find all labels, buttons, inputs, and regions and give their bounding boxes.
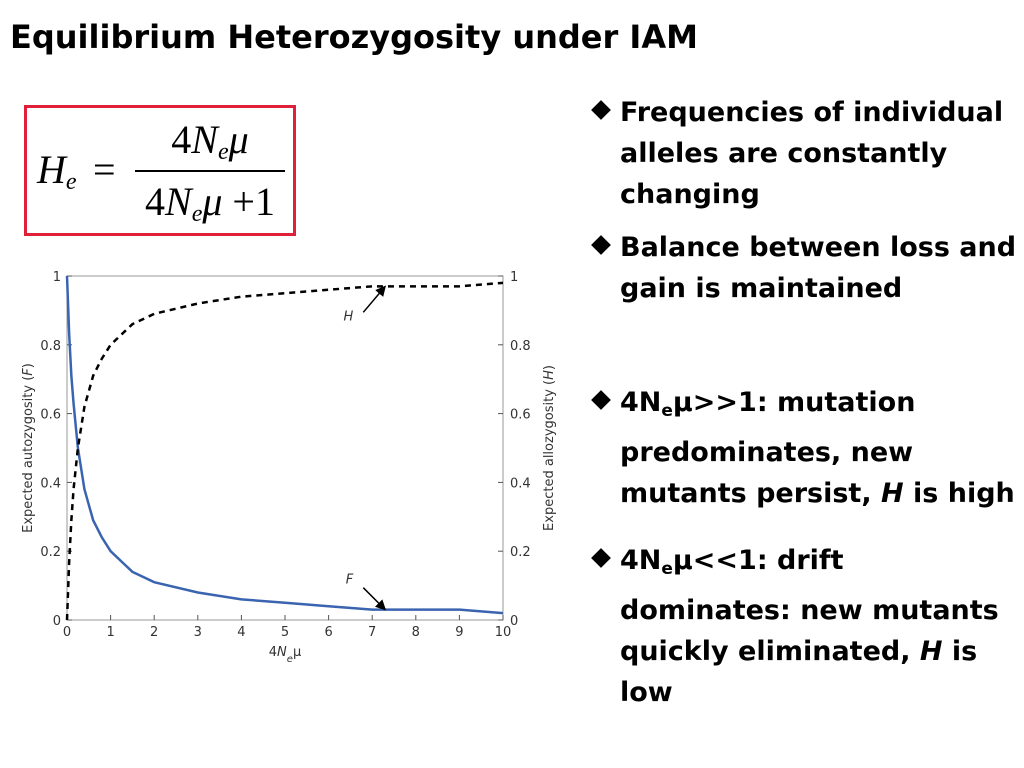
- formula-term: N: [191, 117, 218, 162]
- bullet-text: is high: [903, 478, 1015, 509]
- formula-fraction: 4Neμ 4Neμ +1: [135, 116, 285, 228]
- y-tick-label: 0.2: [40, 545, 61, 560]
- y-tick-label: 0: [53, 614, 61, 629]
- x-tick-label: 7: [368, 625, 376, 640]
- bullet: 4Neμ<<1: drift dominates: new mutants qu…: [588, 540, 1018, 713]
- slide-title: Equilibrium Heterozygosity under IAM: [10, 18, 698, 56]
- x-tick-label: 10: [495, 625, 512, 640]
- x-tick-label: 4: [237, 625, 245, 640]
- label-part: F: [21, 368, 36, 376]
- plot-frame: [66, 275, 504, 621]
- bullet: 4Neμ>>1: mutation predominates, new muta…: [588, 382, 1018, 514]
- formula-numerator: 4Neμ: [135, 116, 285, 166]
- y2-tick-label: 0.4: [510, 476, 531, 491]
- y-tick-label: 0.6: [40, 408, 61, 423]
- bullet-text: e: [661, 559, 673, 579]
- bullet-text: 4N: [620, 387, 662, 418]
- annotation-arrow: [362, 285, 386, 313]
- formula-equals: =: [93, 147, 116, 192]
- formula-term: +1: [222, 179, 275, 224]
- x-tick-label: 1: [106, 625, 114, 640]
- x-tick-label: 9: [455, 625, 463, 640]
- label-part: 4: [269, 645, 277, 660]
- formula: He = 4Neμ 4Neμ +1: [24, 105, 296, 236]
- bullet: Frequencies of individual alleles are co…: [588, 92, 1018, 215]
- bullet-text: is low: [620, 636, 978, 708]
- x-axis-label: 4Neμ: [269, 645, 301, 665]
- label-part: ): [21, 363, 36, 368]
- label-part: e: [287, 654, 293, 665]
- y-tick-label: 0.8: [40, 339, 61, 354]
- chart: 0 1 2 3 4 5 6 7 8 9 1000.20.40.60.8100.20.40.60.81…: [21, 270, 557, 665]
- y2-tick-label: 0.8: [510, 339, 531, 354]
- formula-lhs-sub: e: [65, 169, 77, 195]
- x-tick-label: 8: [412, 625, 420, 640]
- label-part: N: [277, 645, 287, 660]
- bullet-text: 4N: [620, 545, 662, 576]
- label-part: ): [542, 365, 557, 370]
- formula-term: e: [217, 139, 229, 165]
- y-axis-label: Expected autozygosity (F): [21, 363, 36, 533]
- x-tick-label: 2: [150, 625, 158, 640]
- formula-term: N: [165, 179, 192, 224]
- x-tick-label: 0: [63, 625, 71, 640]
- label-part: Expected autozygosity (: [21, 376, 36, 533]
- series-line: [65, 281, 504, 621]
- bullet: Balance between loss and gain is maintai…: [588, 227, 1018, 309]
- y-tick-label: 1: [53, 270, 61, 285]
- bullet-text: μ>>1: mutation predominates, new mutants…: [620, 387, 916, 509]
- y2-tick-label: 1: [510, 270, 518, 285]
- annotation-label: H: [343, 309, 353, 324]
- label-part: H: [542, 370, 557, 380]
- bullet-text: H: [919, 636, 943, 667]
- x-tick-label: 3: [194, 625, 202, 640]
- bullet-text: μ<<1: drift dominates: new mutants quick…: [620, 545, 999, 667]
- x-tick-label: 6: [324, 625, 332, 640]
- label-part: μ: [293, 645, 301, 660]
- formula-term: e: [191, 201, 203, 227]
- formula-lhs: He: [37, 146, 77, 196]
- annotation-label: F: [346, 573, 354, 588]
- bullet-text: e: [661, 401, 673, 421]
- bullet-text: Frequencies of individual alleles are co…: [620, 97, 1004, 210]
- y-tick-label: 0.4: [40, 476, 61, 491]
- formula-term: 4: [171, 117, 192, 162]
- formula-lhs-symbol: H: [37, 147, 66, 192]
- label-part: Expected allozygosity (: [542, 380, 557, 531]
- y2-tick-label: 0.2: [510, 545, 531, 560]
- formula-denominator: 4Neμ +1: [135, 178, 285, 228]
- formula-term: 4: [145, 179, 165, 224]
- bullet-text: H: [881, 478, 904, 509]
- y2-tick-label: 0: [510, 614, 518, 629]
- bullet-text: Balance between loss and gain is maintai…: [620, 232, 1017, 304]
- annotation-arrow: [362, 587, 387, 611]
- series-line: [65, 275, 504, 615]
- formula-term: μ: [202, 179, 223, 224]
- bullet-list: Frequencies of individual alleles are co…: [588, 92, 1018, 713]
- y2-axis-label: Expected allozygosity (H): [542, 365, 557, 531]
- fraction-bar: [135, 170, 285, 172]
- formula-term: μ: [228, 117, 249, 162]
- x-tick-label: 5: [281, 625, 289, 640]
- y2-tick-label: 0.6: [510, 408, 531, 423]
